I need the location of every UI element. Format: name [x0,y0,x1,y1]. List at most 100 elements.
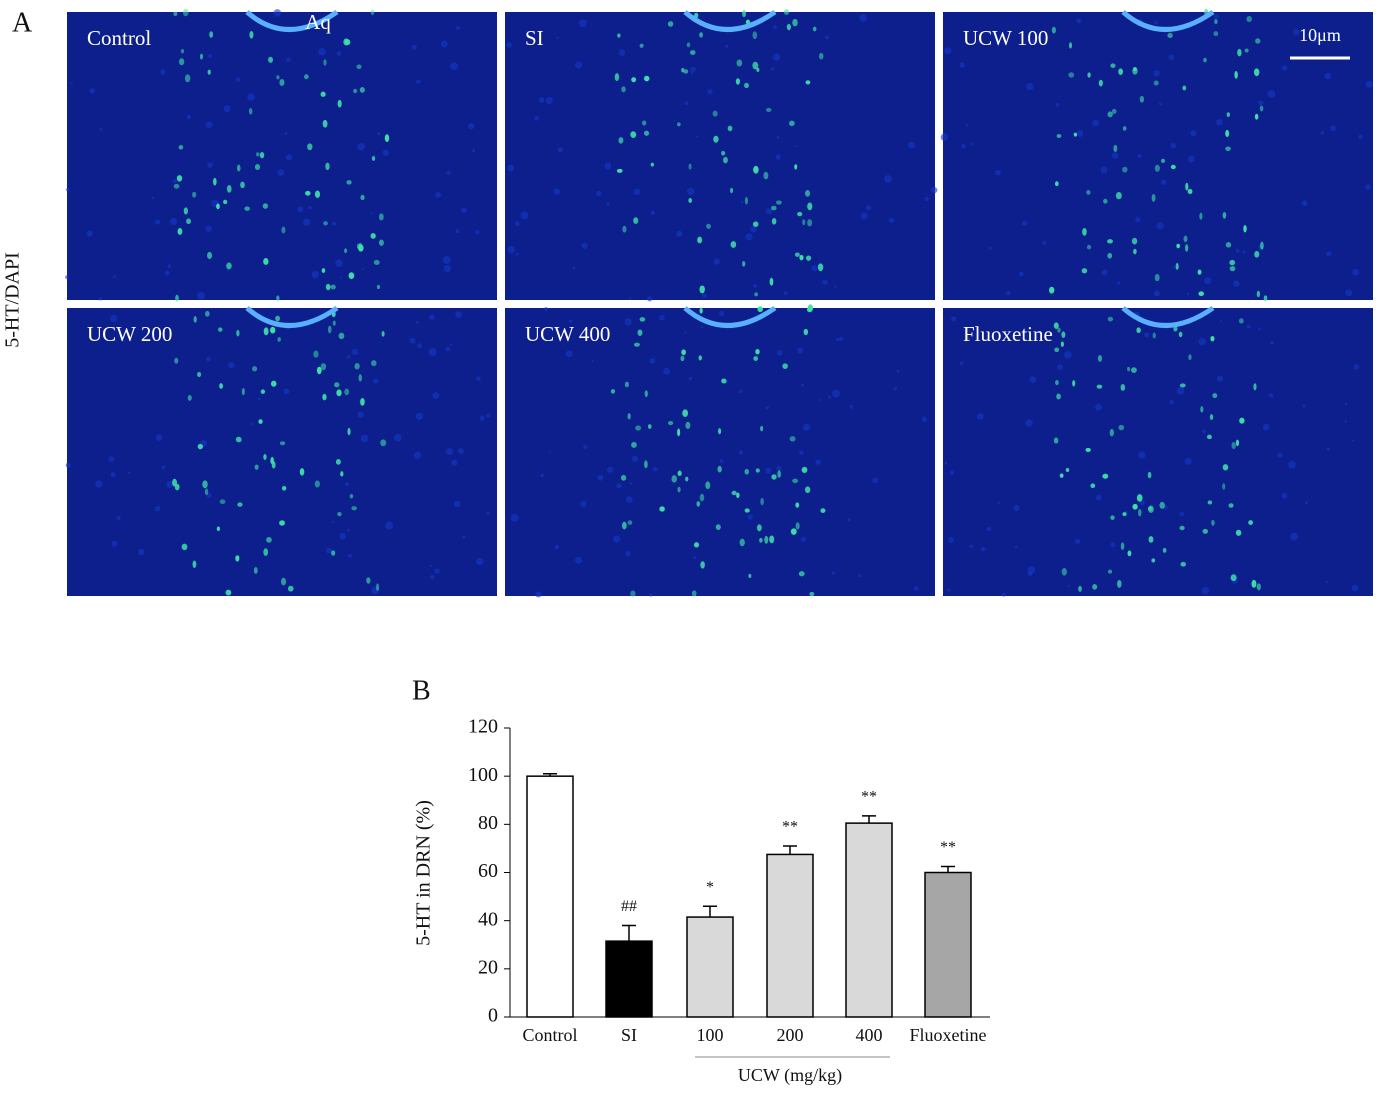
cell [1200,406,1204,413]
cell [476,557,484,566]
cell [687,187,695,196]
cell [182,8,189,17]
cell [1060,341,1064,347]
cell [1153,290,1160,297]
cell [642,120,647,126]
cell [192,560,197,568]
cell [948,537,954,543]
y-tick-label: 120 [468,716,498,738]
cell [822,279,828,285]
cell [834,285,837,288]
cell [1256,290,1261,298]
cell [627,520,633,525]
cell [1229,259,1236,266]
cell [65,275,69,280]
cell [1048,286,1055,294]
cell [236,329,240,337]
cell [1107,111,1113,118]
cell [1288,460,1296,469]
cell [1211,519,1215,526]
cell [965,123,969,127]
cell [1107,252,1113,259]
cell [997,501,1000,504]
cell [332,520,335,524]
cell [381,331,385,337]
cell [727,125,733,132]
cell [235,555,240,562]
cell [818,52,824,60]
cell [86,230,93,237]
cell [659,314,665,321]
cell [314,480,320,488]
cell [650,210,656,215]
cell [961,143,966,149]
cell [1326,447,1331,451]
error-bar [783,845,797,855]
cell [604,162,612,170]
cell [346,528,350,532]
cell [154,505,161,512]
cell [311,270,320,279]
cell [1029,376,1037,383]
cell [1055,102,1060,108]
cell [805,80,811,85]
cell [1051,26,1056,34]
cell [1154,21,1158,25]
cell [1110,515,1115,520]
cell [219,499,226,505]
cell [360,434,369,443]
cell [1180,561,1187,567]
cell [740,201,744,204]
cell [1176,387,1185,395]
bar [526,775,574,1018]
cell [1018,271,1024,277]
cell [970,142,974,146]
cell [1153,80,1159,86]
cell [744,468,749,475]
cell [1202,528,1209,534]
cell [629,482,633,485]
cell [70,82,73,85]
image-label: UCW 100 [963,26,1048,50]
cell [321,268,326,274]
cell [741,260,746,267]
cell [354,362,360,370]
cell [699,32,704,38]
micrograph [505,308,935,596]
cell [1303,203,1306,206]
cell [807,304,814,312]
cell [792,478,799,484]
cell [1130,367,1137,373]
cell [797,347,804,354]
cell [110,471,116,478]
micrograph [505,12,935,300]
cell [812,26,817,32]
cell [744,196,748,205]
cell [624,318,632,326]
cell [1133,248,1137,255]
cell [980,546,986,552]
cell [1219,319,1222,323]
cell [287,585,294,592]
cell [1110,542,1116,548]
cell [1169,399,1174,405]
cell [801,536,806,542]
cell [1096,494,1102,501]
cell [616,168,623,173]
cell [776,465,782,471]
significance: ** [940,839,956,856]
cell [757,306,763,313]
cell [1324,72,1332,80]
cell [247,93,256,101]
cell [1138,509,1142,517]
cell [320,363,327,371]
cell [684,331,687,334]
cell [712,110,718,117]
cell [360,397,365,406]
cell [1173,326,1178,332]
cell [1144,332,1150,338]
cell [1281,492,1288,499]
cell [415,321,419,324]
cell [1103,198,1108,204]
